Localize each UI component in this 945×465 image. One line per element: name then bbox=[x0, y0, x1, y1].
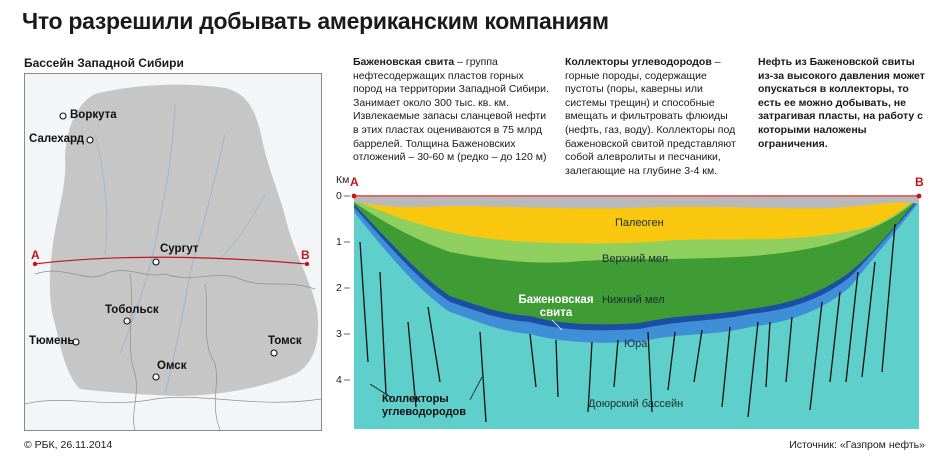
city-surgut: Сургут bbox=[160, 243, 199, 255]
label-upper-cretaceous: Верхний мел bbox=[602, 253, 669, 265]
border bbox=[34, 270, 166, 278]
city-vorkuta: Воркута bbox=[70, 109, 117, 121]
city-marker bbox=[270, 349, 278, 357]
city-tyumen: Тюмень bbox=[29, 335, 75, 347]
label-jurassic: Юра bbox=[624, 338, 648, 350]
geological-profile: А В Км 0 1 2 3 4 Палеоген Верхний мел Ни… bbox=[330, 172, 930, 434]
border bbox=[164, 273, 316, 290]
definition-collectors-term: Коллекторы углеводородов bbox=[565, 56, 712, 68]
basin-area bbox=[49, 84, 319, 396]
source: Источник: «Газпром нефть» bbox=[789, 439, 925, 451]
depth-tick-0: 0 bbox=[336, 190, 342, 202]
river bbox=[119, 103, 176, 355]
map-point-b: В bbox=[301, 248, 310, 262]
depth-unit: Км bbox=[336, 174, 350, 186]
river bbox=[164, 133, 226, 395]
profile-point-b: В bbox=[915, 175, 924, 189]
depth-tick-2: 2 bbox=[336, 282, 342, 294]
label-paleogene: Палеоген bbox=[615, 217, 664, 229]
city-marker bbox=[152, 258, 160, 266]
layer-paleogene bbox=[354, 197, 919, 244]
city-marker bbox=[59, 112, 67, 120]
border bbox=[204, 283, 221, 430]
definition-bazhenov-term: Баженовская свита bbox=[353, 56, 455, 68]
label-lower-cretaceous: Нижний мел bbox=[602, 294, 665, 306]
profile-point-a: А bbox=[350, 175, 359, 189]
city-tobolsk: Тобольск bbox=[105, 304, 159, 316]
page-title: Что разрешили добывать американским комп… bbox=[22, 8, 609, 34]
city-marker bbox=[72, 338, 80, 346]
depth-tick-4: 4 bbox=[336, 374, 342, 386]
border bbox=[129, 273, 137, 430]
depth-tick-1: 1 bbox=[336, 236, 342, 248]
depth-tick-3: 3 bbox=[336, 328, 342, 340]
surface bbox=[354, 197, 919, 209]
section-line bbox=[34, 256, 308, 265]
definition-bazhenov: Баженовская свита – группа нефтесодержащ… bbox=[353, 56, 553, 165]
city-salekhard: Салехард bbox=[29, 133, 85, 145]
city-omsk: Омск bbox=[157, 360, 187, 372]
map-caption: Бассейн Западной Сибири bbox=[24, 56, 184, 70]
city-marker bbox=[86, 136, 94, 144]
label-collectors: Коллекторы углеводородов bbox=[382, 393, 467, 418]
map-point-a: А bbox=[31, 248, 40, 262]
profile-graphic bbox=[344, 193, 922, 429]
definition-collectors: Коллекторы углеводородов – горные породы… bbox=[565, 56, 745, 178]
faults bbox=[359, 223, 896, 423]
city-tomsk: Томск bbox=[268, 335, 302, 347]
copyright: © РБК, 26.11.2014 bbox=[24, 439, 113, 451]
map-graphic bbox=[25, 74, 321, 430]
border bbox=[25, 396, 321, 405]
definition-bazhenov-body: – группа нефтесодержащих пластов горных … bbox=[353, 56, 549, 164]
note-oil-extraction: Нефть из Баженовской свиты из-за высоког… bbox=[758, 56, 925, 150]
river bbox=[94, 133, 108, 255]
basin-map: Воркута Салехард Сургут Тобольск Тюмень … bbox=[24, 73, 322, 431]
city-marker bbox=[123, 317, 131, 325]
definition-collectors-body: – горные породы, содержащие пустоты (пор… bbox=[565, 56, 736, 177]
label-pre-jurassic: Доюрский бассейн bbox=[588, 398, 684, 410]
label-bazhenov-suite: Баженовская свита bbox=[518, 294, 594, 319]
city-marker bbox=[152, 373, 160, 381]
